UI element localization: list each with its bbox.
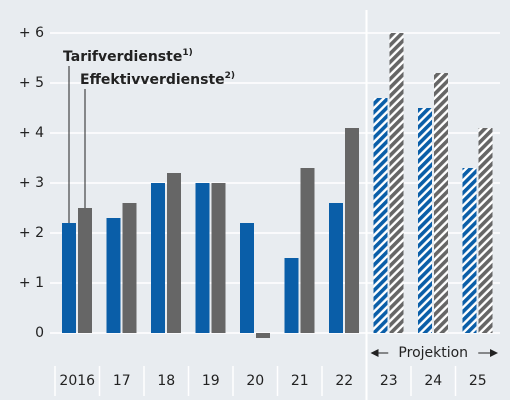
y-tick-label: + 6 <box>19 25 44 41</box>
series-footnote: 1) <box>182 48 192 58</box>
bar <box>418 108 432 333</box>
x-tick-label: 21 <box>291 373 309 389</box>
x-tick-label: 17 <box>113 373 131 389</box>
bar <box>389 33 404 333</box>
bar <box>62 223 76 333</box>
bar <box>345 128 359 333</box>
bar <box>284 258 299 333</box>
bar <box>300 168 315 333</box>
series-label: Effektivverdienste2) <box>80 71 235 89</box>
bar <box>373 98 388 333</box>
x-tick-label: 22 <box>335 373 353 389</box>
x-tick-label: 23 <box>380 373 398 389</box>
series-name: Effektivverdienste <box>80 72 225 88</box>
y-tick-label: 0 <box>35 325 44 341</box>
arrow-head <box>490 349 498 357</box>
bar <box>195 183 210 333</box>
x-tick-label: 24 <box>424 373 442 389</box>
bar <box>434 73 448 333</box>
y-tick-label: + 1 <box>19 275 44 291</box>
y-tick-label: + 2 <box>19 225 44 241</box>
bar <box>240 223 254 333</box>
series-footnote: 2) <box>225 71 235 81</box>
y-tick-label: + 3 <box>19 175 44 191</box>
series-label: Tarifverdienste1) <box>63 48 193 66</box>
bar <box>462 168 477 333</box>
arrow-head <box>370 349 379 357</box>
x-tick-label: 25 <box>469 373 487 389</box>
bar <box>151 183 165 333</box>
x-tick-label: 19 <box>202 373 220 389</box>
bar <box>256 333 270 338</box>
bar <box>78 208 92 333</box>
x-tick-label: 18 <box>157 373 175 389</box>
bar <box>329 203 343 333</box>
y-tick-label: + 5 <box>19 75 44 91</box>
bar <box>167 173 181 333</box>
x-tick-label: 2016 <box>59 373 95 389</box>
bar <box>211 183 226 333</box>
x-tick-label: 20 <box>246 373 264 389</box>
projection-label: Projektion <box>398 345 468 361</box>
bar <box>122 203 137 333</box>
bar <box>478 128 493 333</box>
series-name: Tarifverdienste <box>63 49 182 65</box>
y-tick-label: + 4 <box>19 125 44 141</box>
bar <box>106 218 121 333</box>
